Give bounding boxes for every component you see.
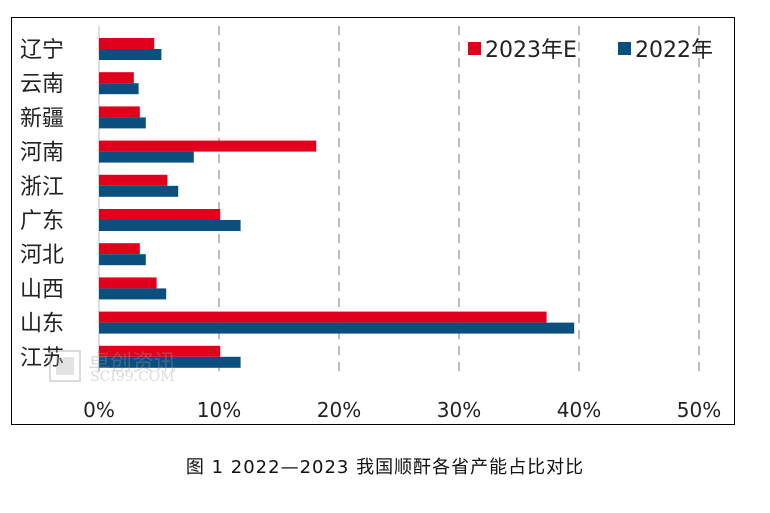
bar-2022 xyxy=(99,254,146,266)
bar-2022 xyxy=(99,49,162,60)
watermark-en: SCI99.COM xyxy=(90,369,175,385)
legend: 2023年E 2022年 xyxy=(468,38,713,63)
legend-label: 2023年E xyxy=(485,38,577,63)
bar-2023e xyxy=(99,38,155,49)
x-tick-label: 50% xyxy=(677,398,721,422)
bar-2022 xyxy=(99,185,179,197)
chart-frame: 辽宁云南新疆河南浙江广东河北山西山东江苏 0% 10% 20% 30% 40% 50% 2… xyxy=(11,17,735,425)
category-label: 云南 xyxy=(20,72,64,97)
category-label: 河南 xyxy=(20,141,64,166)
bar-2023e xyxy=(99,243,140,255)
category-label: 浙江 xyxy=(20,175,64,200)
bar-2023e xyxy=(99,311,547,323)
bar-2022 xyxy=(99,83,139,95)
category-label: 山东 xyxy=(20,312,64,337)
category-label: 河北 xyxy=(20,243,64,268)
category-label: 广东 xyxy=(20,209,64,234)
x-tick-label: 20% xyxy=(317,398,361,422)
watermark: 卓创资讯 SCI99.COM xyxy=(48,345,228,387)
x-tick-labels: 0% 10% 20% 30% 40% 50% xyxy=(83,398,721,422)
bar-2023e xyxy=(99,174,168,186)
category-label: 辽宁 xyxy=(20,38,64,63)
bar-2022 xyxy=(99,220,241,231)
bar-2022 xyxy=(99,322,575,334)
bar-2023e xyxy=(99,277,157,289)
bar-2023e xyxy=(99,140,317,152)
bar-2023e xyxy=(99,345,221,357)
category-label: 山西 xyxy=(20,277,64,302)
category-label: 新疆 xyxy=(20,106,64,131)
legend-swatch xyxy=(468,42,481,55)
figure-caption: 图 1 2022—2023 我国顺酐各省产能占比对比 xyxy=(185,457,585,478)
watermark-logo-icon xyxy=(49,350,81,382)
bar-2023e xyxy=(99,72,134,84)
bar-2022 xyxy=(99,356,241,368)
x-tick-label: 30% xyxy=(437,398,481,422)
x-tick-label: 0% xyxy=(83,398,115,422)
bar-2022 xyxy=(99,117,146,129)
bars xyxy=(99,38,575,368)
legend-label: 2022年 xyxy=(635,38,713,63)
bar-2023e xyxy=(99,209,221,220)
bar-2022 xyxy=(99,151,194,163)
x-tick-label: 10% xyxy=(197,398,241,422)
bar-2022 xyxy=(99,288,167,300)
category-label: 江苏 xyxy=(20,346,64,371)
legend-swatch xyxy=(618,42,631,55)
watermark-cn: 卓创资讯 xyxy=(88,351,177,376)
x-tick-label: 40% xyxy=(557,398,601,422)
bar-2023e xyxy=(99,106,140,118)
